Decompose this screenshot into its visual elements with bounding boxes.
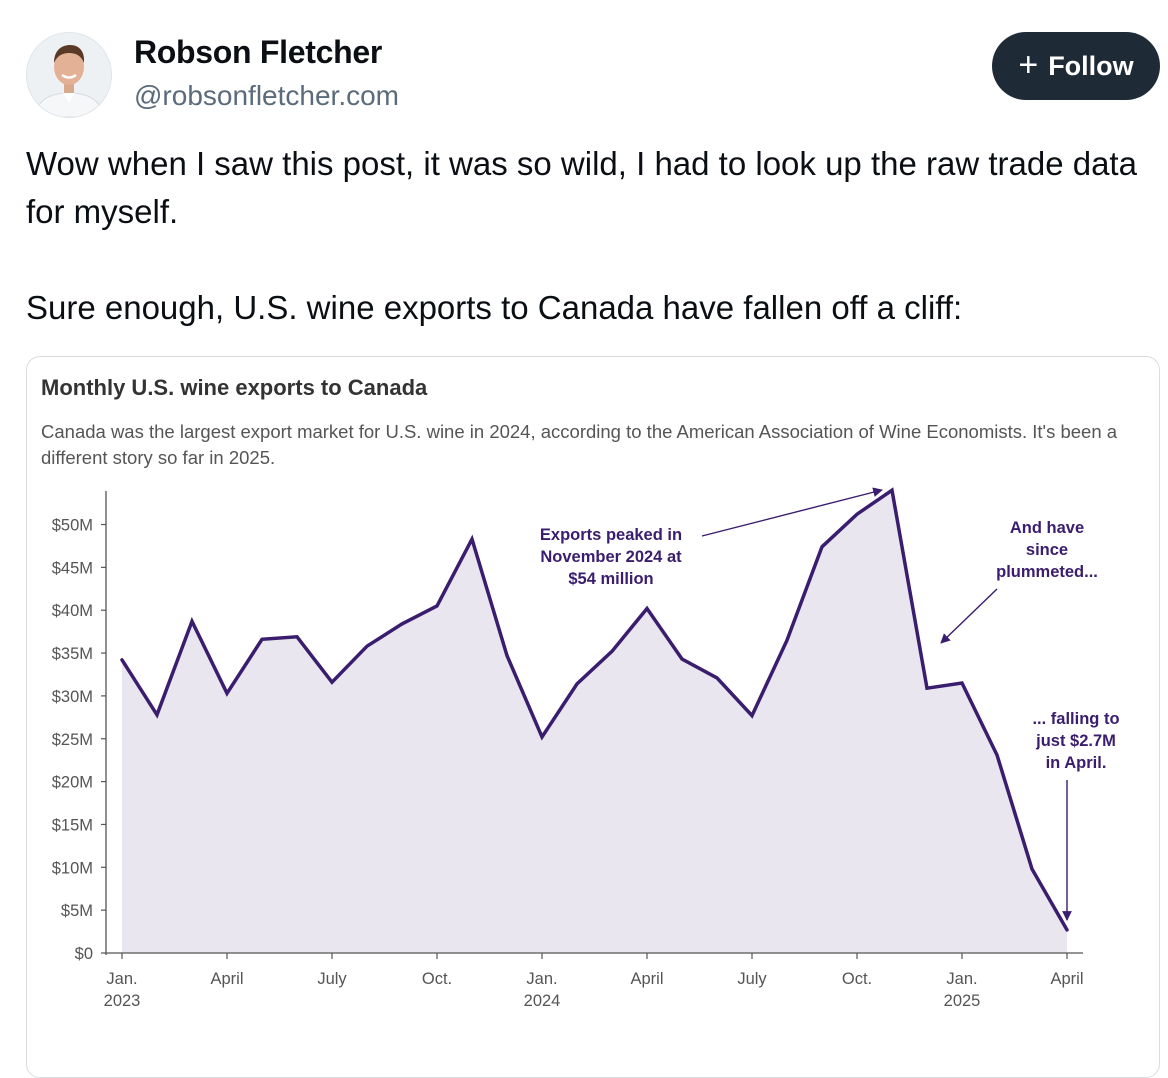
- x-tick-label: Jan.: [526, 970, 557, 988]
- x-tick-label: Oct.: [422, 970, 452, 988]
- y-tick-label: $0: [75, 945, 93, 963]
- avatar[interactable]: [26, 32, 112, 118]
- chart-title: Monthly U.S. wine exports to Canada: [41, 375, 428, 400]
- y-tick-label: $10M: [52, 859, 93, 877]
- y-tick-label: $30M: [52, 688, 93, 706]
- y-tick-label: $25M: [52, 731, 93, 749]
- x-tick-label: April: [1050, 970, 1083, 988]
- annotation-text: $54 million: [568, 570, 653, 588]
- annotation-text: plummeted...: [996, 563, 1098, 581]
- x-tick-label: July: [737, 970, 767, 988]
- annotation-text: just $2.7M: [1035, 732, 1116, 750]
- author-name[interactable]: Robson Fletcher: [134, 34, 382, 70]
- y-tick-label: $40M: [52, 602, 93, 620]
- x-tick-year-label: 2025: [944, 992, 981, 1010]
- x-tick-year-label: 2024: [524, 992, 561, 1010]
- x-tick-label: April: [630, 970, 663, 988]
- chart-subtitle: Canada was the largest export market for…: [41, 421, 1118, 468]
- follow-button[interactable]: + Follow: [992, 32, 1160, 100]
- y-tick-label: $35M: [52, 645, 93, 663]
- y-tick-label: $5M: [61, 902, 93, 920]
- y-tick-label: $45M: [52, 559, 93, 577]
- x-tick-label: Jan.: [946, 970, 977, 988]
- post-text: Wow when I saw this post, it was so wild…: [26, 140, 1156, 332]
- annotation-text: Exports peaked in: [540, 526, 682, 544]
- x-tick-label: July: [317, 970, 347, 988]
- annotation-text: And have: [1010, 519, 1084, 537]
- annotation-text: since: [1026, 541, 1068, 559]
- plus-icon: +: [1018, 45, 1039, 84]
- annotation-text: November 2024 at: [540, 548, 682, 566]
- x-tick-year-label: 2023: [104, 992, 141, 1010]
- area-fill: [122, 490, 1067, 953]
- x-tick-label: Jan.: [106, 970, 137, 988]
- annotation-arrow: [940, 588, 998, 644]
- avatar-photo-icon: [27, 33, 111, 117]
- follow-label: Follow: [1048, 50, 1134, 81]
- x-tick-label: Oct.: [842, 970, 872, 988]
- post-text-line: Sure enough, U.S. wine exports to Canada…: [26, 289, 963, 326]
- post-text-line: Wow when I saw this post, it was so wild…: [26, 145, 1137, 230]
- y-tick-label: $50M: [52, 517, 93, 535]
- line-chart: $0 $5M $10M $15M $20M $25M $30M $35M $40M $45M $50…: [52, 487, 1120, 1010]
- chart-card[interactable]: Monthly U.S. wine exports to Canada Cana…: [26, 356, 1160, 1078]
- y-tick-label: $20M: [52, 774, 93, 792]
- series-line: [120, 487, 1069, 932]
- annotation-arrow: [701, 487, 883, 537]
- annotation-text: ... falling to: [1032, 710, 1119, 728]
- social-post: Robson Fletcher @robsonfletcher.com + Fo…: [26, 32, 1160, 1078]
- y-tick-label: $15M: [52, 816, 93, 834]
- annotation-text: in April.: [1046, 754, 1107, 772]
- author-handle[interactable]: @robsonfletcher.com: [134, 80, 399, 111]
- x-tick-label: April: [210, 970, 243, 988]
